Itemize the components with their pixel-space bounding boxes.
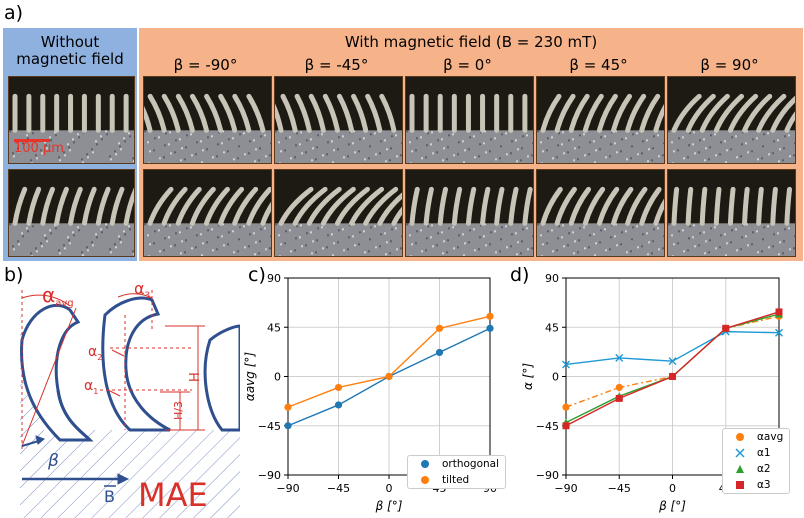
legend-c: orthogonal tilted — [407, 455, 507, 489]
x-tick-label-2: 0 — [669, 482, 676, 495]
y-tick-label-2: 0 — [552, 371, 559, 384]
y-tick-label-2: 0 — [274, 371, 281, 384]
legend-c-item-2: tilted — [408, 472, 505, 488]
h-label: H — [188, 372, 203, 382]
series-4-point-5 — [775, 308, 783, 316]
lamella-3 — [203, 324, 240, 432]
alpha1-label: α1 — [84, 378, 98, 396]
micrograph-3 — [274, 76, 403, 164]
legend-d-item-3: α2 — [723, 461, 789, 477]
legend-d: αavg α1 α2 α3 — [722, 428, 791, 494]
micrograph-1 — [8, 76, 135, 164]
legend-d-label-3: α2 — [757, 463, 771, 475]
micrograph-9 — [274, 169, 403, 257]
legend-d-label-2: α1 — [757, 447, 771, 459]
x-tick-label-1: −45 — [608, 482, 631, 495]
beta-label-4: β = 45° — [569, 56, 628, 74]
x-tick-label-0: −90 — [554, 482, 577, 495]
beta-label: β — [47, 451, 59, 471]
series-1-point-1 — [562, 403, 570, 411]
legend-d-label-4: α3 — [757, 479, 771, 491]
micrograph-4 — [405, 76, 534, 164]
micrograph-8 — [143, 169, 272, 257]
alpha-avg-label: αavg — [42, 283, 74, 309]
without-field-label: Without magnetic field — [16, 33, 124, 68]
x-axis-label: β [°] — [375, 499, 403, 513]
legend-c-label-2: tilted — [442, 474, 470, 486]
legend-c-label-1: orthogonal — [442, 458, 500, 470]
panel-b-letter: b) — [4, 264, 24, 286]
series-2-point-4 — [435, 324, 444, 332]
legend-c-item-1: orthogonal — [408, 456, 505, 472]
series-2-point-2 — [615, 353, 624, 362]
micrograph-2 — [143, 76, 272, 164]
panel-c-letter: c) — [248, 264, 266, 286]
alpha3-arc — [117, 293, 153, 299]
series-4-point-4 — [722, 324, 730, 332]
x-tick-label-2: 0 — [386, 482, 393, 495]
y-tick-label-3: 45 — [545, 321, 559, 334]
beta-label-1: β = -90° — [173, 56, 238, 74]
substrate-hatch — [20, 315, 240, 518]
series-2-point-3 — [668, 357, 677, 366]
series-1-point-5 — [486, 324, 494, 332]
micrograph-11 — [536, 169, 665, 257]
beta-label-2: β = -45° — [304, 56, 369, 74]
micrograph-7 — [8, 169, 135, 257]
series-1-point-2 — [334, 401, 343, 409]
series-4-point-1 — [562, 422, 570, 430]
x-tick-label-0: −90 — [276, 482, 299, 495]
series-4-point-3 — [669, 373, 676, 380]
h3-label: H/3 — [172, 401, 185, 420]
series-2-point-5 — [775, 328, 783, 337]
series-2-point-1 — [284, 403, 292, 411]
y-tick-label-4: 90 — [545, 272, 559, 285]
beta-label-5: β = 90° — [700, 56, 759, 74]
series-1-point-2 — [615, 383, 623, 392]
y-axis-label: αavg [°] — [243, 352, 257, 401]
y-tick-label-4: 90 — [267, 272, 281, 285]
alpha-avg-arc — [21, 294, 71, 307]
micrograph-5 — [536, 76, 665, 164]
mae-label: MAE — [138, 476, 208, 514]
y-tick-label-1: −45 — [536, 420, 559, 433]
legend-d-label-1: αavg — [757, 431, 784, 443]
legend-d-item-2: α1 — [723, 445, 789, 461]
series-2-point-5 — [486, 312, 494, 320]
series-2-point-3 — [385, 372, 393, 381]
scale-bar-label: 100 µm — [14, 141, 64, 156]
alpha3-label: α3 — [134, 279, 150, 301]
series-4-point-2 — [615, 394, 623, 402]
y-tick-label-0: −90 — [536, 469, 559, 482]
panel-d-letter: d) — [510, 264, 530, 286]
series-1-point-1 — [284, 422, 292, 430]
series-2-point-2 — [334, 383, 343, 392]
micrograph-10 — [405, 169, 534, 257]
legend-d-item-1: αavg — [723, 429, 789, 445]
y-tick-label-1: −45 — [258, 420, 281, 433]
alpha-avg-line — [21, 307, 77, 447]
x-axis-label: β [°] — [658, 499, 686, 513]
y-tick-label-3: 45 — [267, 321, 281, 334]
panel-a-letter: a) — [4, 2, 24, 24]
x-tick-label-1: −45 — [327, 482, 350, 495]
scale-bar — [14, 139, 50, 142]
b-field-label: B — [104, 487, 115, 506]
with-field-label: With magnetic field (B = 230 mT) — [344, 33, 598, 51]
beta-label-3: β = 0° — [443, 56, 492, 74]
series-2-point-1 — [562, 360, 570, 369]
schematic-diagram: αavg α3 α2 α1 H H/3 MAE β B — [20, 279, 240, 518]
series-line-1 — [565, 315, 780, 408]
y-axis-label: α [°] — [521, 363, 535, 390]
micrograph-12 — [667, 169, 796, 257]
series-1-point-4 — [435, 348, 444, 357]
y-tick-label-0: −90 — [258, 469, 281, 482]
lamella-2 — [101, 296, 171, 432]
micrograph-6 — [667, 76, 796, 164]
alpha2-label: α2 — [88, 344, 102, 362]
legend-d-item-4: α3 — [723, 477, 789, 493]
